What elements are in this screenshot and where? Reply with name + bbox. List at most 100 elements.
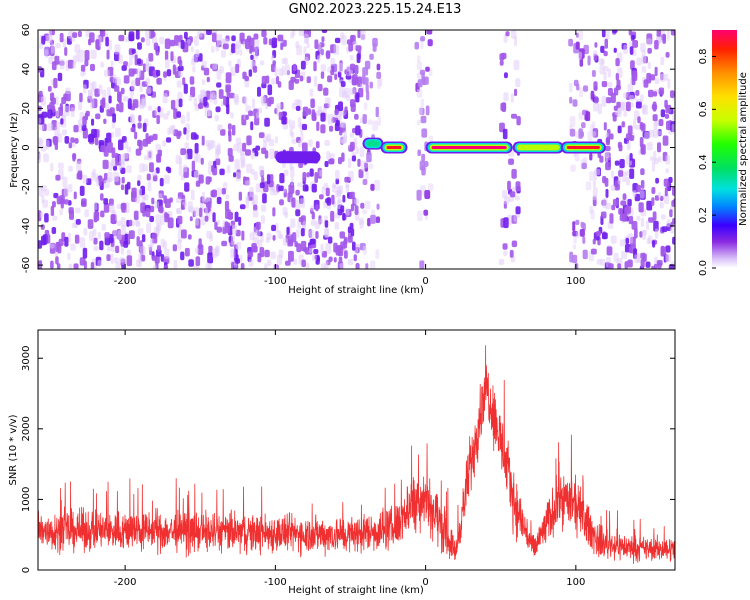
noise-cell: [421, 128, 428, 138]
noise-cell: [261, 147, 267, 154]
noise-cell: [422, 76, 429, 85]
noise-cell: [222, 226, 227, 235]
noise-cell: [292, 63, 297, 72]
noise-cell: [568, 38, 573, 47]
noise-cell: [164, 50, 169, 61]
noise-cell: [190, 189, 195, 201]
noise-cell: [350, 99, 356, 108]
noise-cell: [609, 213, 614, 224]
noise-cell: [126, 165, 132, 174]
noise-cell: [67, 252, 71, 260]
noise-cell: [41, 185, 47, 192]
noise-cell: [41, 111, 48, 118]
noise-cell: [514, 35, 518, 46]
noise-cell: [334, 222, 339, 230]
noise-cell: [79, 257, 86, 266]
noise-cell: [339, 86, 345, 98]
noise-cell: [145, 133, 149, 144]
noise-cell: [45, 140, 50, 150]
noise-cell: [91, 118, 95, 126]
noise-cell: [672, 111, 675, 122]
noise-cell: [163, 241, 168, 250]
noise-cell: [336, 186, 342, 197]
noise-cell: [120, 217, 126, 227]
noise-cell: [349, 132, 355, 138]
noise-cell: [420, 115, 427, 124]
noise-cell: [590, 209, 595, 220]
noise-cell: [201, 90, 207, 97]
noise-cell: [672, 236, 675, 245]
signal-band: [386, 146, 402, 149]
noise-cell: [216, 196, 222, 205]
noise-cell: [50, 43, 54, 54]
noise-cell: [240, 263, 245, 269]
noise-cell: [589, 153, 593, 161]
noise-cell: [154, 254, 160, 264]
noise-cell: [318, 48, 324, 57]
noise-cell: [225, 194, 230, 200]
noise-cell: [164, 174, 170, 184]
noise-cell: [660, 56, 665, 66]
noise-cell: [613, 105, 618, 111]
signal-band: [275, 151, 321, 164]
noise-cell: [302, 106, 309, 117]
noise-cell: [84, 209, 89, 218]
noise-cell: [575, 219, 580, 225]
noise-cell: [345, 184, 350, 194]
noise-cell: [670, 30, 675, 36]
noise-cell: [235, 63, 240, 74]
noise-cell: [126, 255, 133, 267]
noise-cell: [314, 221, 320, 229]
noise-cell: [251, 168, 255, 176]
noise-cell: [167, 110, 171, 116]
noise-cell: [87, 134, 94, 143]
noise-cell: [590, 90, 595, 100]
noise-cell: [50, 162, 54, 172]
noise-cell: [572, 221, 576, 232]
noise-cell: [316, 55, 321, 63]
noise-cell: [366, 91, 370, 101]
noise-cell: [189, 216, 193, 222]
noise-cell: [642, 104, 648, 115]
noise-cell: [239, 49, 243, 56]
noise-cell: [147, 181, 152, 192]
noise-cell: [267, 97, 272, 107]
noise-cell: [70, 107, 75, 118]
noise-cell: [130, 127, 136, 133]
noise-cell: [67, 232, 72, 243]
noise-cell: [245, 149, 251, 156]
noise-cell: [274, 190, 278, 196]
x-tick-label: -200: [114, 276, 137, 287]
noise-cell: [616, 101, 622, 108]
noise-cell: [248, 69, 253, 77]
noise-cell: [213, 95, 218, 105]
noise-cell: [180, 251, 185, 261]
noise-cell: [282, 207, 288, 216]
noise-cell: [178, 71, 183, 77]
noise-cell: [359, 146, 365, 158]
noise-cell: [145, 30, 151, 38]
noise-cell: [164, 248, 170, 259]
noise-cell: [640, 217, 645, 227]
noise-cell: [163, 265, 169, 269]
noise-cell: [302, 142, 308, 152]
noise-cell: [116, 103, 120, 112]
noise-cell: [193, 207, 200, 217]
noise-cell: [651, 187, 656, 194]
noise-cell: [186, 129, 190, 141]
noise-cell: [194, 142, 199, 154]
noise-cell: [578, 112, 584, 120]
noise-cell: [107, 86, 111, 98]
noise-cell: [362, 67, 369, 76]
noise-cell: [354, 113, 359, 120]
noise-cell: [350, 141, 355, 151]
noise-cell: [100, 61, 105, 68]
noise-cell: [505, 31, 510, 37]
noise-cell: [332, 184, 337, 193]
noise-cell: [139, 246, 146, 256]
noise-cell: [220, 129, 226, 136]
noise-cell: [255, 183, 262, 193]
noise-cell: [257, 107, 263, 114]
noise-cell: [272, 235, 276, 241]
